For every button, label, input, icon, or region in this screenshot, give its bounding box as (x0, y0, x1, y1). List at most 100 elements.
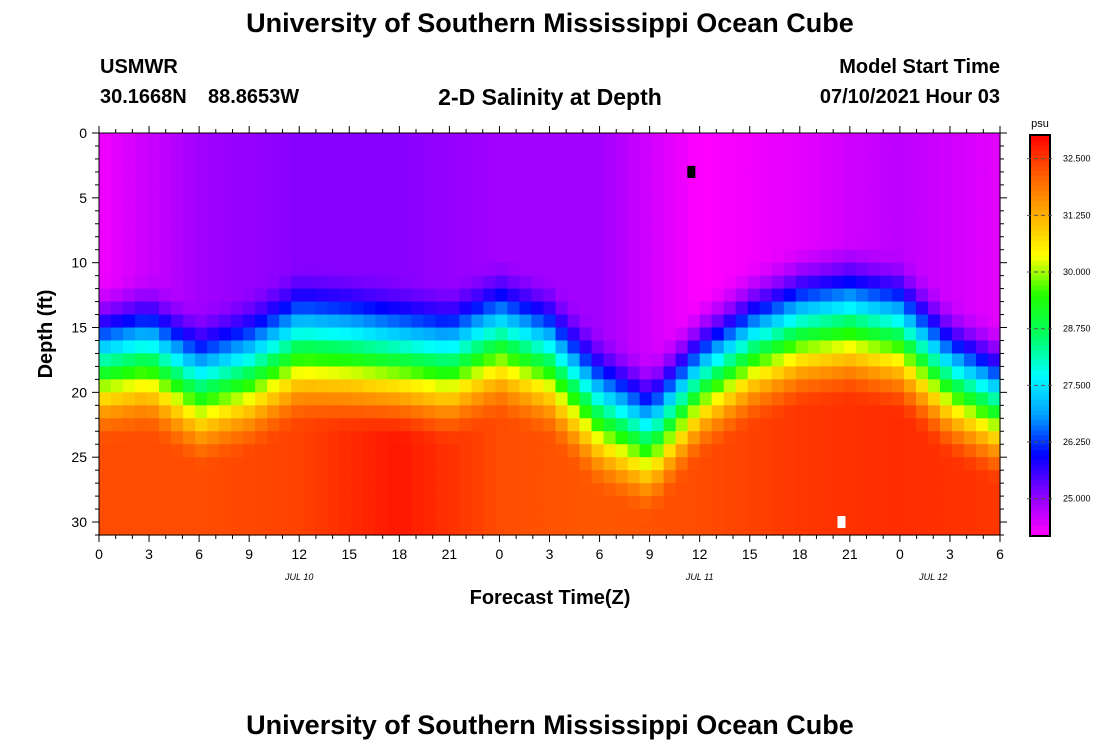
heatmap-cell (687, 327, 701, 342)
heatmap-cell (711, 236, 725, 251)
heatmap-cell (519, 133, 533, 147)
heatmap-cell (543, 444, 557, 458)
heatmap-cell (447, 197, 460, 212)
heatmap-cell (711, 197, 725, 212)
heatmap-cell (603, 314, 617, 329)
heatmap-cell (675, 210, 689, 225)
heatmap-cell (771, 522, 785, 536)
heatmap-cell (615, 483, 629, 497)
heatmap-cell (243, 145, 256, 160)
heatmap-cell (915, 470, 929, 484)
heatmap-cell (435, 171, 448, 186)
heatmap-cell (747, 314, 761, 329)
heatmap-cell (615, 457, 629, 471)
heatmap-cell (171, 210, 184, 225)
colorbar-segment (1031, 380, 1049, 386)
heatmap-cell (207, 405, 220, 419)
heatmap-cell (243, 236, 256, 251)
heatmap-cell (111, 262, 124, 277)
heatmap-cell (951, 171, 965, 186)
heatmap-cell (651, 275, 665, 290)
heatmap-cell (303, 223, 316, 238)
heatmap-cell (543, 405, 557, 419)
heatmap-cell (195, 327, 208, 342)
heatmap-cell (603, 236, 617, 251)
heatmap-cell (315, 145, 328, 160)
heatmap-cell (351, 184, 364, 199)
heatmap-cell (735, 262, 749, 277)
heatmap-cell (363, 483, 376, 497)
heatmap-cell (687, 262, 701, 277)
heatmap-cell (291, 483, 304, 497)
heatmap-cell (219, 457, 232, 471)
heatmap-cell (375, 483, 388, 497)
heatmap-cell (807, 236, 821, 251)
heatmap-cell (195, 236, 208, 251)
heatmap-cell (711, 405, 725, 419)
heatmap-cell (867, 444, 881, 458)
heatmap-cell (303, 288, 316, 303)
heatmap-cell (195, 133, 208, 147)
heatmap-cell (843, 457, 857, 471)
colorbar-tick-label: 28.750 (1063, 324, 1091, 334)
heatmap-cell (531, 145, 545, 160)
heatmap-cell (951, 197, 965, 212)
heatmap-cell (267, 340, 280, 355)
heatmap-cell (375, 171, 388, 186)
heatmap-cell (615, 379, 629, 393)
heatmap-cell (135, 418, 148, 432)
heatmap-cell (543, 392, 557, 406)
heatmap-cell (639, 327, 653, 342)
heatmap-cell (975, 496, 989, 510)
heatmap-cell (723, 223, 737, 238)
heatmap-cell (615, 444, 629, 458)
heatmap-cell (843, 133, 857, 147)
heatmap-cell (567, 457, 581, 471)
heatmap-cell (207, 353, 220, 368)
heatmap-cell (495, 353, 509, 368)
heatmap-cell (783, 509, 797, 523)
colorbar-tick-label: 25.000 (1063, 494, 1091, 504)
heatmap-cell (267, 145, 280, 160)
heatmap-cell (459, 184, 473, 199)
heatmap-cell (423, 405, 436, 419)
heatmap-cell (687, 522, 701, 536)
heatmap-cell (375, 133, 388, 147)
heatmap-cell (735, 392, 749, 406)
heatmap-cell (243, 184, 256, 199)
heatmap-cell (867, 223, 881, 238)
heatmap-cell (639, 288, 653, 303)
heatmap-cell (843, 197, 857, 212)
heatmap-cell (423, 236, 436, 251)
heatmap-cell (843, 509, 857, 523)
colorbar-segment (1031, 245, 1049, 252)
x-tick-label: 6 (195, 546, 203, 562)
heatmap-cell (231, 301, 244, 316)
heatmap-cell (111, 197, 124, 212)
heatmap-cell (603, 470, 617, 484)
heatmap-cell (99, 184, 112, 199)
heatmap-cell (471, 431, 485, 445)
heatmap-cell (783, 236, 797, 251)
heatmap-cell (543, 133, 557, 147)
heatmap-cell (411, 249, 424, 264)
heatmap-cell (627, 509, 641, 523)
heatmap-cell (459, 366, 473, 380)
heatmap-cell (423, 509, 436, 523)
heatmap-cell (339, 522, 352, 536)
heatmap-cell (123, 353, 136, 368)
heatmap-cell (387, 496, 400, 510)
heatmap-cell (675, 314, 689, 329)
heatmap-cell (291, 145, 304, 160)
heatmap-cell (195, 301, 208, 316)
heatmap-cell (891, 171, 905, 186)
heatmap-cell (963, 444, 977, 458)
heatmap-cell (219, 223, 232, 238)
heatmap-cell (747, 301, 761, 316)
heatmap-cell (699, 392, 713, 406)
heatmap-cell (891, 133, 905, 147)
heatmap-cell (459, 340, 473, 355)
colorbar-segment (1031, 330, 1049, 337)
heatmap-cell (903, 509, 917, 523)
heatmap-cell (615, 418, 629, 432)
